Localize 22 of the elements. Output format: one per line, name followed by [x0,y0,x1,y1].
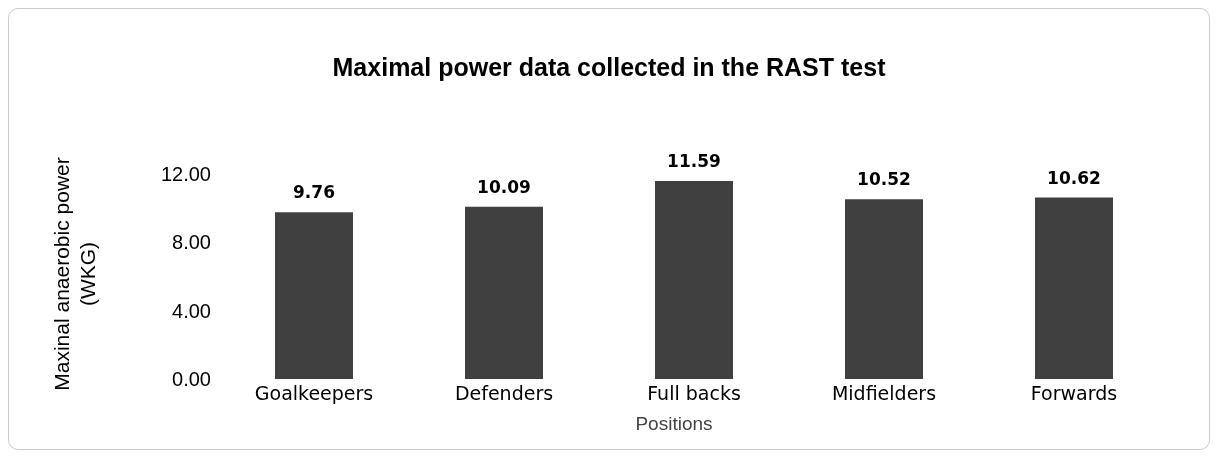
data-label: 10.62 [1047,167,1101,188]
x-tick-label: Forwards [1030,382,1118,405]
y-tick-label: 8.00 [172,231,211,254]
data-label: 10.52 [857,169,911,190]
x-tick-label: Defenders [454,382,554,405]
bar [1035,197,1113,379]
y-axis-title: Maxinal anaerobic power (WKG) [49,156,100,393]
bar [275,212,353,379]
data-label: 11.59 [667,151,721,171]
bar [845,199,923,379]
x-axis-title: Positions [634,413,714,435]
y-tick-label: 12.00 [160,163,211,186]
x-tick-label: Full backs [647,382,741,405]
bar [465,206,543,379]
y-tick-label: 4.00 [172,299,211,322]
bar [655,181,733,379]
data-label: 9.76 [293,182,335,203]
x-tick-label: Goalkeepers [254,382,374,405]
chart-title: Maximal power data collected in the RAST test [331,53,887,82]
x-tick-label: Midfielders [831,382,937,405]
data-label: 10.09 [477,176,531,197]
y-tick-label: 0.00 [172,368,211,391]
